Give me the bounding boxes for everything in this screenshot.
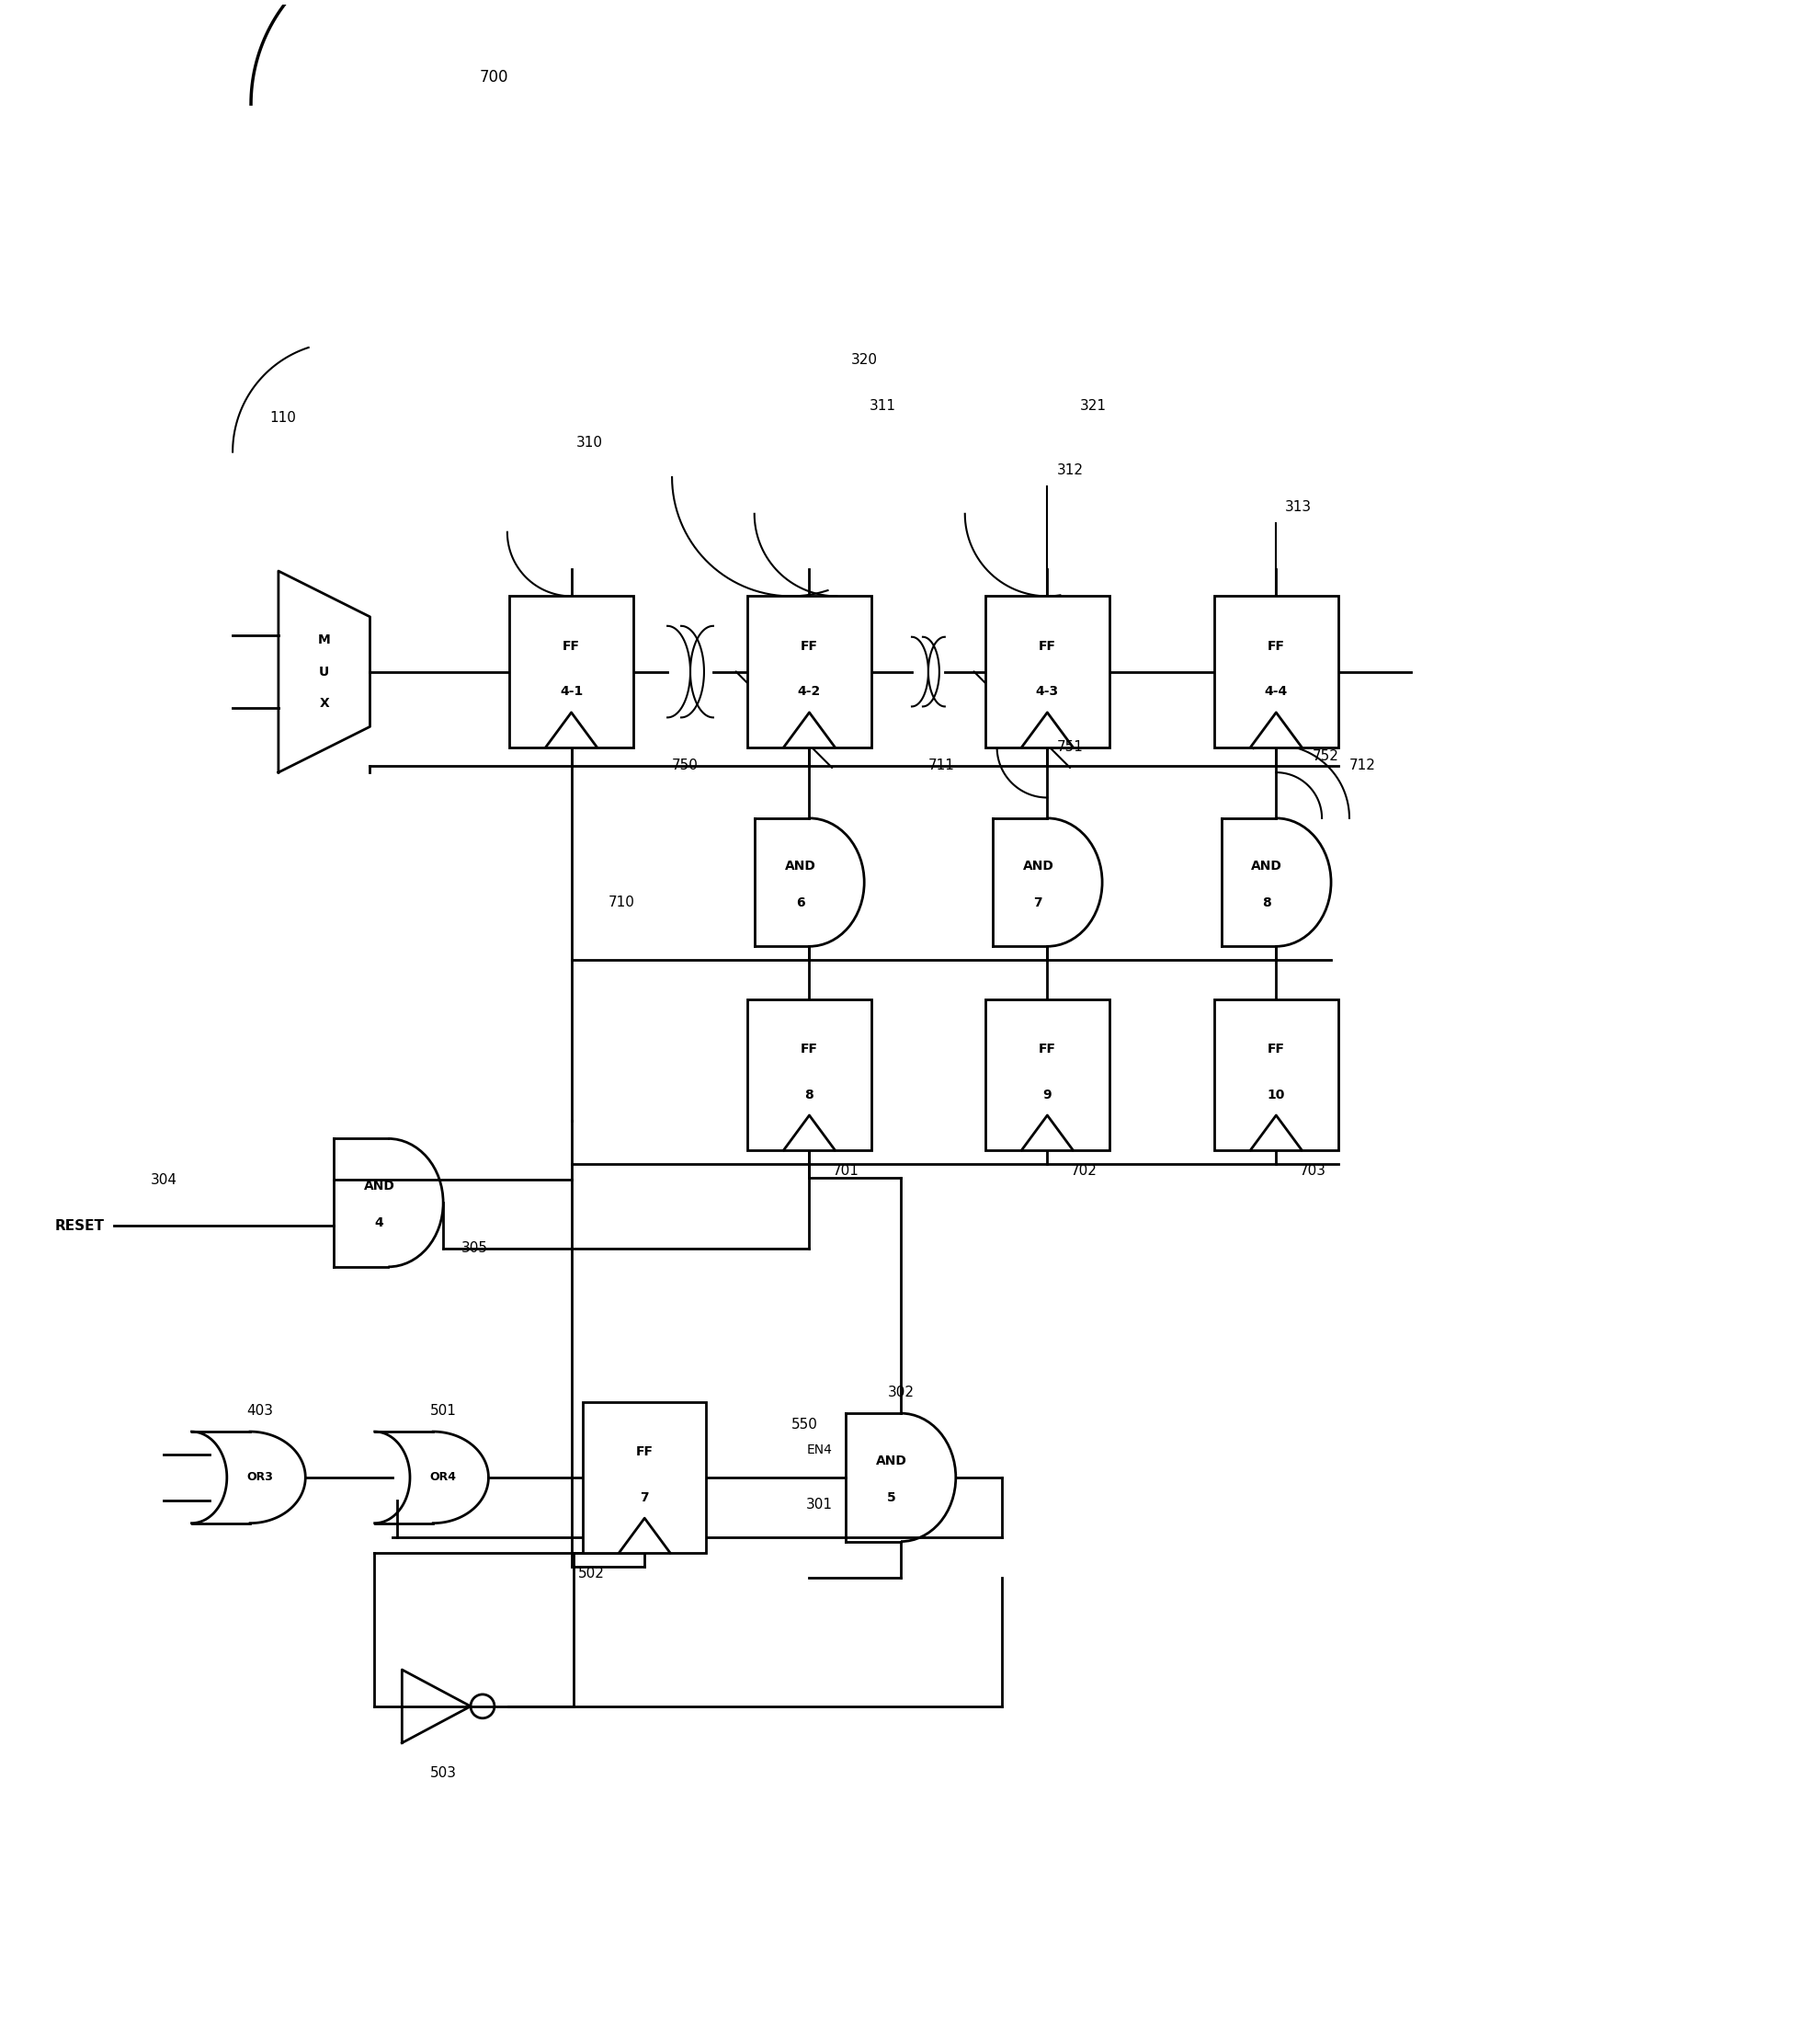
Text: 8: 8 [1263, 896, 1272, 908]
Text: AND: AND [1023, 859, 1054, 871]
Text: 403: 403 [248, 1403, 273, 1418]
Text: 321: 321 [1079, 400, 1107, 412]
FancyBboxPatch shape [985, 999, 1108, 1150]
Text: 750: 750 [672, 760, 699, 772]
Text: 702: 702 [1070, 1164, 1097, 1178]
FancyBboxPatch shape [1214, 999, 1338, 1150]
Text: 10: 10 [1267, 1089, 1285, 1101]
FancyBboxPatch shape [748, 597, 872, 747]
Text: 703: 703 [1299, 1164, 1327, 1178]
FancyBboxPatch shape [985, 597, 1108, 747]
Text: 305: 305 [462, 1241, 488, 1255]
Text: 550: 550 [792, 1418, 817, 1432]
Text: 4-2: 4-2 [797, 684, 821, 699]
Text: FF: FF [1267, 1042, 1285, 1056]
Text: 502: 502 [579, 1566, 604, 1580]
Text: 752: 752 [1312, 749, 1340, 764]
Text: 8: 8 [804, 1089, 814, 1101]
Text: FF: FF [1039, 1042, 1056, 1056]
Text: 4-1: 4-1 [561, 684, 582, 699]
Text: 302: 302 [888, 1385, 914, 1399]
Text: 304: 304 [151, 1174, 177, 1186]
Text: FF: FF [801, 640, 817, 652]
Text: FF: FF [1039, 640, 1056, 652]
Text: AND: AND [784, 859, 815, 871]
Text: OR4: OR4 [430, 1470, 457, 1483]
Text: FF: FF [801, 1042, 817, 1056]
Text: OR3: OR3 [248, 1470, 273, 1483]
Text: 110: 110 [269, 410, 297, 424]
FancyBboxPatch shape [1214, 597, 1338, 747]
FancyBboxPatch shape [510, 597, 633, 747]
Text: 301: 301 [806, 1499, 832, 1511]
Text: 310: 310 [577, 437, 602, 449]
Text: 312: 312 [1056, 463, 1083, 477]
Text: 6: 6 [795, 896, 804, 908]
FancyBboxPatch shape [748, 999, 872, 1150]
Text: 7: 7 [1034, 896, 1043, 908]
Text: 700: 700 [480, 69, 510, 85]
Text: 9: 9 [1043, 1089, 1052, 1101]
Text: 501: 501 [430, 1403, 457, 1418]
Text: FF: FF [635, 1446, 653, 1458]
Text: 311: 311 [870, 400, 895, 412]
Text: M: M [318, 634, 331, 646]
Text: 313: 313 [1285, 500, 1312, 514]
Text: FF: FF [1267, 640, 1285, 652]
Text: 751: 751 [1056, 741, 1083, 754]
Text: 4-4: 4-4 [1265, 684, 1289, 699]
Text: 701: 701 [834, 1164, 859, 1178]
Text: X: X [318, 697, 329, 711]
Text: 712: 712 [1349, 760, 1376, 772]
Text: 320: 320 [852, 353, 877, 368]
Text: 4-3: 4-3 [1036, 684, 1059, 699]
FancyBboxPatch shape [582, 1401, 706, 1554]
Text: RESET: RESET [55, 1219, 104, 1233]
Text: FF: FF [562, 640, 581, 652]
Text: 711: 711 [928, 760, 956, 772]
Text: 4: 4 [375, 1217, 384, 1229]
Text: EN4: EN4 [806, 1444, 832, 1456]
Text: 7: 7 [641, 1491, 650, 1505]
Text: 5: 5 [886, 1491, 895, 1505]
Text: AND: AND [1252, 859, 1283, 871]
Text: U: U [318, 666, 329, 678]
Text: 503: 503 [430, 1765, 457, 1779]
Text: AND: AND [875, 1454, 906, 1466]
Text: AND: AND [364, 1180, 395, 1192]
Text: 710: 710 [608, 896, 635, 910]
